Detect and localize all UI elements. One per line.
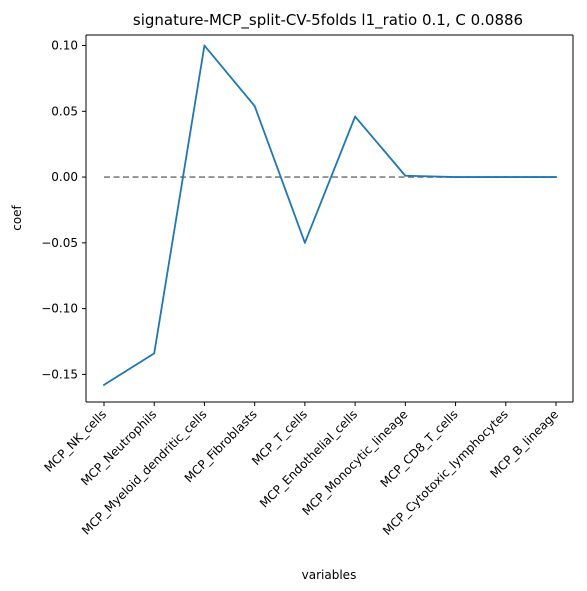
data-point-MCP_T_cells — [303, 241, 306, 244]
y-tick-label: −0.15 — [41, 367, 78, 381]
y-axis-label: coef — [10, 204, 24, 230]
y-tick-label: −0.10 — [41, 302, 78, 316]
x-tick-label-MCP_Monocytic_lineage: MCP_Monocytic_lineage — [299, 407, 410, 518]
y-tick-label: 0.05 — [51, 104, 78, 118]
coef-series-line — [103, 44, 557, 386]
data-point-MCP_Cytotoxic_lymphocytes — [504, 176, 507, 178]
data-point-MCP_NK_cells — [103, 383, 105, 386]
data-point-MCP_Neutrophils — [153, 352, 156, 355]
data-point-MCP_Monocytic_lineage — [404, 174, 407, 177]
data-point-MCP_B_lineage — [555, 176, 557, 178]
y-tick-label: 0.00 — [51, 170, 78, 184]
data-point-MCP_CD8_T_cells — [454, 176, 457, 178]
x-axis-label: variables — [302, 568, 357, 582]
x-tick-label-MCP_Endothelial_cells: MCP_Endothelial_cells — [257, 407, 360, 510]
data-point-MCP_Myeloid_dendritic_cells — [203, 44, 206, 47]
y-tick-label: −0.05 — [41, 236, 78, 250]
chart-title: signature-MCP_split-CV-5folds l1_ratio 0… — [133, 11, 523, 30]
data-point-MCP_Fibroblasts — [253, 105, 256, 107]
y-tick-label: 0.10 — [51, 39, 78, 53]
plot-area — [86, 35, 573, 402]
data-point-MCP_Endothelial_cells — [354, 115, 357, 118]
